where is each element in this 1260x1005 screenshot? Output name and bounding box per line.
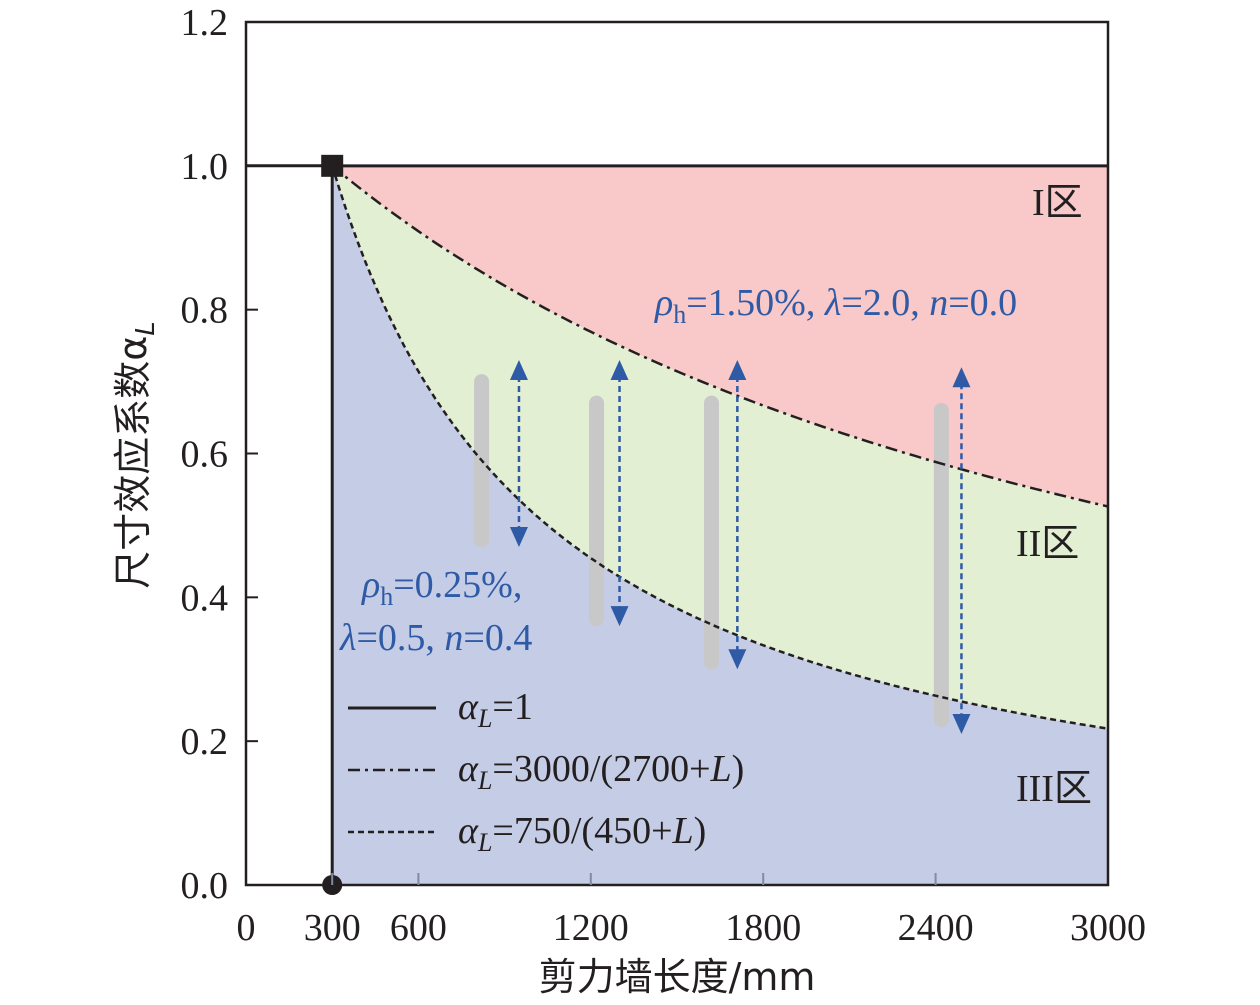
legend-label-1: αL=1: [458, 686, 533, 733]
legend-3-text-b: ): [694, 810, 707, 852]
y-tick-label-3: 0.6: [181, 434, 229, 476]
y-axis-title-sub: L: [131, 321, 161, 336]
series-upper-curve: [331, 164, 1109, 508]
annotation-lower-rest: =0.25%,: [393, 564, 522, 606]
legend-2-text-b: ): [732, 748, 745, 790]
data-range-bars: [474, 374, 949, 728]
annotation-lower-line2: λ=0.5, n=0.4: [339, 617, 532, 659]
annotation-lower-rho: ρ: [361, 564, 380, 606]
annotation-upper-lambda: λ: [824, 282, 841, 324]
x-tick-label-2: 600: [390, 907, 447, 949]
annotation-lower-lambda: λ: [339, 617, 356, 659]
x-tick-label-4: 1800: [725, 907, 801, 949]
arrow-head-up-3: [728, 360, 747, 381]
y-tick-label-5: 1.0: [181, 146, 229, 188]
x-axis-title: 剪力墙长度/mm: [539, 955, 816, 999]
annotation-upper: ρh=1.50%, λ=2.0, n=0.0: [654, 282, 1017, 329]
annotation-lower-n: n: [444, 617, 463, 659]
arrow-head-up-4: [952, 367, 971, 388]
arrow-head-down-3: [728, 649, 747, 670]
legend-2-l: L: [710, 748, 732, 790]
arrow-head-down-2: [610, 606, 629, 627]
zone-ii-fill: [332, 165, 1108, 729]
zone-label-i: I区: [1032, 182, 1083, 224]
legend-label-3: αL=750/(450+L): [458, 810, 706, 857]
annotation-upper-n: n: [929, 282, 948, 324]
zone-i-fill: [332, 165, 1108, 507]
y-tick-label-0: 0.0: [181, 865, 229, 907]
ticks: 0.0 0.2 0.4 0.6 0.8 1.0 1.2 0 300 600 1200 1800 2400…: [181, 2, 1147, 949]
zone-fills: [332, 165, 1108, 886]
arrow-head-up-1: [509, 360, 528, 381]
annotation-upper-rho-sub: h: [673, 300, 686, 329]
y-axis-title-main: 尺寸效应系数α: [111, 336, 155, 589]
annotation-upper-rest: =1.50%,: [686, 282, 825, 324]
arrow-head-down-4: [952, 713, 971, 734]
annotation-upper-n-val: =0.0: [948, 282, 1017, 324]
y-axis-title: 尺寸效应系数αL: [111, 321, 161, 589]
annotation-lower-n-val: =0.4: [463, 617, 532, 659]
legend-1-text: =1: [492, 686, 532, 728]
legend-2-sub: L: [477, 766, 492, 795]
annotation-lower-lambda-val: =0.5,: [356, 617, 444, 659]
legend-3-l: L: [672, 810, 694, 852]
series-lower-curve: [331, 165, 1109, 730]
annotation-upper-lambda-val: =2.0,: [841, 282, 929, 324]
legend-3-alpha: α: [458, 810, 479, 852]
marker-square: [321, 154, 344, 177]
legend-3-sub: L: [477, 828, 492, 857]
zone-iii-fill: [332, 165, 1108, 886]
legend-3-text-a: =750/(450+: [492, 810, 672, 852]
y-tick-label-6: 1.2: [181, 2, 229, 44]
legend-2-text-a: =3000/(2700+: [492, 748, 710, 790]
y-tick-label-2: 0.4: [181, 577, 229, 619]
x-tick-label-0: 0: [237, 907, 256, 949]
x-tick-label-6: 3000: [1070, 907, 1146, 949]
zone-label-ii: II区: [1016, 523, 1079, 565]
x-tick-label-5: 2400: [898, 907, 974, 949]
y-tick-label-1: 0.2: [181, 721, 229, 763]
legend-label-2: αL=3000/(2700+L): [458, 748, 744, 795]
legend: αL=1 αL=3000/(2700+L) αL=750/(450+L): [348, 686, 744, 857]
annotation-lower-line1: ρh=0.25%,: [361, 564, 522, 611]
annotation-lower-rho-sub: h: [380, 582, 393, 611]
x-tick-label-1: 300: [304, 907, 361, 949]
legend-1-sub: L: [477, 704, 492, 733]
x-tick-label-3: 1200: [553, 907, 629, 949]
arrow-head-down-1: [509, 526, 528, 547]
zone-label-iii: III区: [1016, 768, 1092, 810]
arrows: [509, 360, 971, 734]
y-tick-label-4: 0.8: [181, 290, 229, 332]
annotation-upper-rho: ρ: [654, 282, 673, 324]
legend-2-alpha: α: [458, 748, 479, 790]
legend-1-alpha: α: [458, 686, 479, 728]
arrow-head-up-2: [610, 360, 629, 381]
